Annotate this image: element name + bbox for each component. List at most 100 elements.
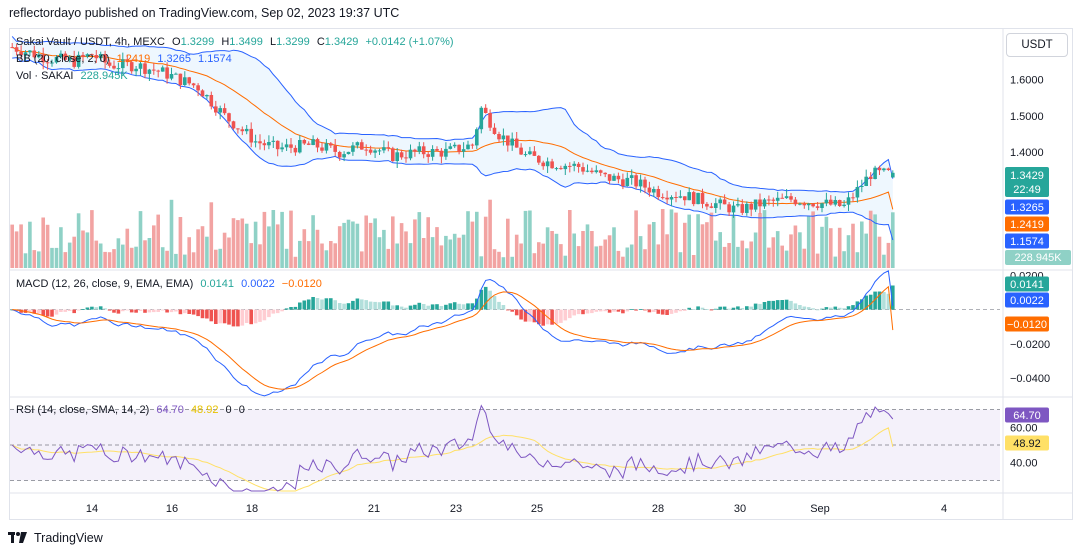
time-tick-label: 25 xyxy=(531,503,543,515)
candle-body xyxy=(877,167,882,171)
candle-body xyxy=(514,138,519,148)
rsi-tick-label: 40.00 xyxy=(1010,458,1038,470)
volume-bar xyxy=(81,230,85,268)
candle-body xyxy=(621,179,625,186)
candle-body xyxy=(519,147,523,155)
candle-body xyxy=(121,59,125,69)
volume-bar xyxy=(674,212,678,268)
volume-bar xyxy=(116,238,121,268)
volume-bar xyxy=(90,210,94,268)
bb-lower-badge-text: 1.1574 xyxy=(1010,236,1044,248)
candle-body xyxy=(860,186,864,187)
legend-macd-macd: 0.0022 xyxy=(241,278,275,290)
macd-hist-bar xyxy=(280,309,284,312)
legend-rsi-ma: 48.92 xyxy=(190,404,219,416)
macd-hist-bar xyxy=(262,309,267,321)
candle-body xyxy=(187,77,191,84)
macd-hist-bar xyxy=(421,304,426,310)
macd-hist-bar xyxy=(537,309,541,325)
volume-bar xyxy=(293,256,298,268)
macd-hist-badge-text: 0.0141 xyxy=(1010,279,1044,291)
volume-bar xyxy=(200,226,205,268)
macd-hist-bar xyxy=(249,309,253,325)
candle-body xyxy=(342,154,346,158)
candle-body xyxy=(134,68,138,72)
volume-bar xyxy=(50,247,54,268)
candle-body xyxy=(386,147,391,149)
volume-bar xyxy=(125,228,130,268)
volume-bar xyxy=(258,244,262,268)
volume-bar xyxy=(470,221,475,268)
candle-body xyxy=(753,199,758,210)
volume-bar xyxy=(23,253,28,268)
macd-hist-bar xyxy=(351,300,355,310)
volume-bar xyxy=(59,227,63,268)
macd-hist-bar xyxy=(368,301,373,310)
volume-bar xyxy=(386,248,391,268)
macd-hist-bar xyxy=(178,309,183,315)
candle-body xyxy=(687,192,691,201)
macd-hist-bar xyxy=(302,300,307,310)
volume-bar xyxy=(483,216,488,268)
time-tick-label: 30 xyxy=(734,503,746,515)
macd-hist-bar xyxy=(621,309,625,314)
macd-hist-bar xyxy=(32,309,37,314)
macd-hist-bar xyxy=(528,309,532,322)
candle-body xyxy=(545,161,550,167)
legend-macd-hist: 0.0141 xyxy=(200,278,234,290)
candle-body xyxy=(612,175,616,181)
volume-bar xyxy=(399,223,404,268)
volume-bar xyxy=(28,221,32,268)
volume-bar xyxy=(851,223,855,268)
volume-bar xyxy=(669,209,674,268)
macd-hist-bar xyxy=(758,303,762,310)
macd-hist-bar xyxy=(337,303,342,310)
volume-bar xyxy=(37,251,41,268)
volume-bar xyxy=(320,243,324,268)
volume-bar xyxy=(76,213,81,268)
volume-bar xyxy=(267,226,271,268)
volume-bar xyxy=(147,238,152,268)
volume-bar xyxy=(134,246,138,268)
currency-button[interactable]: USDT xyxy=(1006,33,1068,57)
volume-bar xyxy=(408,243,413,268)
rsi-tick-label: 60.00 xyxy=(1010,422,1038,434)
macd-hist-bar xyxy=(45,309,50,317)
legend-rsi-x2: 0 xyxy=(238,404,245,416)
volume-bar xyxy=(590,231,594,268)
candle-body xyxy=(793,199,798,205)
macd-hist-bar xyxy=(205,309,209,319)
candle-body xyxy=(395,152,399,161)
rsi-ma-badge-text: 48.92 xyxy=(1013,438,1041,450)
candle-body xyxy=(669,197,674,200)
macd-hist-bar xyxy=(457,303,461,310)
volume-bar xyxy=(550,231,554,268)
macd-hist-bar xyxy=(612,309,616,312)
candle-body xyxy=(183,77,187,85)
volume-bar xyxy=(625,247,630,268)
macd-hist-bar xyxy=(267,309,271,318)
volume-bar xyxy=(789,234,793,268)
candle-body xyxy=(665,197,669,200)
candle-body xyxy=(298,140,302,153)
candle-body xyxy=(320,147,324,151)
volume-bar xyxy=(444,235,448,268)
volume-bar xyxy=(143,240,147,268)
macd-hist-bar xyxy=(191,309,196,315)
candle-body xyxy=(293,147,298,153)
macd-line-badge-text: 0.0022 xyxy=(1010,295,1044,307)
macd-hist-bar xyxy=(691,309,696,310)
macd-hist-badge xyxy=(1005,276,1049,292)
volume-bar xyxy=(72,236,76,268)
macd-hist-bar xyxy=(413,304,417,310)
candle-body xyxy=(417,146,422,152)
macd-hist-bar xyxy=(360,299,364,310)
volume-bar xyxy=(820,226,824,268)
volume-bar xyxy=(652,222,656,268)
candle-body xyxy=(391,148,395,161)
macd-hist-bar xyxy=(625,309,630,312)
volume-bar xyxy=(209,202,214,268)
volume-bar xyxy=(771,237,776,268)
bb-basis-badge-text: 1.2419 xyxy=(1010,219,1044,231)
